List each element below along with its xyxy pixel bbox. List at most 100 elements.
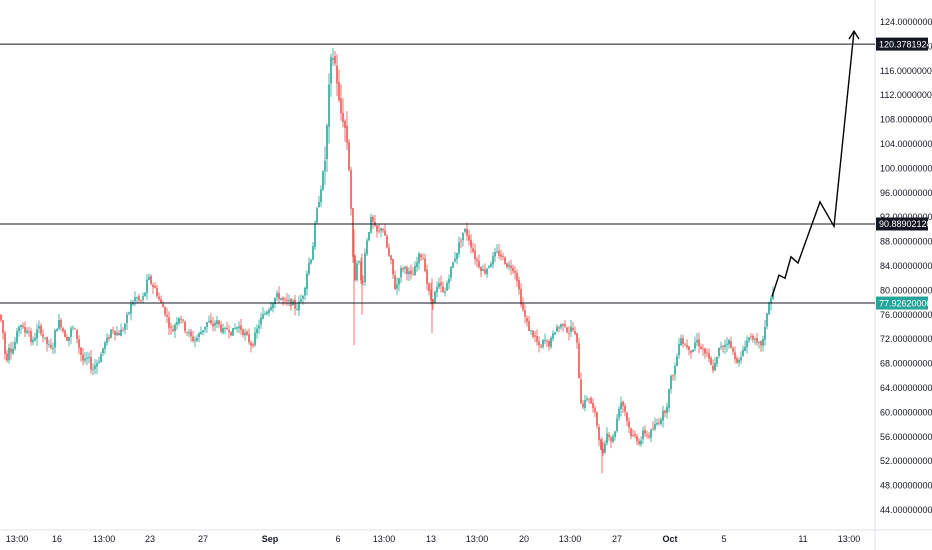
candle-body — [502, 256, 504, 257]
candle-body — [96, 363, 98, 367]
price-tag-label: 120.37819240 — [879, 39, 932, 49]
price-tick-label: 88.00000000 — [880, 237, 932, 247]
candle-body — [218, 320, 220, 325]
candle-body — [222, 328, 224, 333]
candle-body — [688, 346, 690, 351]
candle-body — [650, 429, 652, 438]
candle-body — [508, 264, 510, 267]
candle-body — [376, 225, 378, 232]
candle-body — [678, 344, 680, 356]
candle-body — [324, 160, 326, 172]
candle-body — [418, 253, 420, 264]
candle-body — [710, 358, 712, 365]
candle-body — [48, 344, 50, 345]
candle-body — [480, 267, 482, 272]
candle-body — [274, 297, 276, 304]
candle-body — [680, 338, 682, 346]
candle-body — [298, 301, 300, 311]
candle-body — [574, 331, 576, 335]
candle-body — [566, 327, 568, 333]
candle-body — [592, 402, 594, 408]
candle-body — [656, 422, 658, 425]
time-tick-label: 13:00 — [6, 534, 29, 544]
candle-body — [62, 328, 64, 332]
candle-body — [684, 344, 686, 346]
candle-body — [498, 251, 500, 256]
candle-body — [250, 342, 252, 346]
candle-body — [90, 357, 92, 370]
candle-body — [356, 263, 358, 280]
candle-body — [702, 348, 704, 350]
candle-body — [162, 304, 164, 308]
candle-body — [212, 323, 214, 327]
projection-path[interactable] — [771, 31, 855, 297]
candle-body — [58, 320, 60, 329]
candle-body — [426, 269, 428, 284]
candle-body — [416, 262, 418, 268]
time-axis[interactable]: 13:00 16 13:00 23 27 Sep 6 13:00 13 13:00 20 13:00 2… — [6, 534, 861, 544]
candle-body — [642, 430, 644, 440]
candle-body — [662, 410, 664, 421]
arrow-head-icon — [848, 29, 860, 40]
price-tag-label: 90.88902120 — [879, 219, 932, 229]
candle-body — [646, 434, 648, 436]
candle-body — [658, 422, 660, 424]
candle-body — [112, 329, 114, 331]
candle-body — [348, 142, 350, 171]
horizontal-levels[interactable] — [0, 43, 875, 304]
candle-body — [752, 335, 754, 340]
candle-body — [666, 406, 668, 413]
price-tick-label: 44.00000000 — [880, 505, 932, 515]
candle-body — [444, 291, 446, 293]
candle-body — [170, 326, 172, 329]
candle-body — [116, 332, 118, 336]
candle-body — [396, 284, 398, 289]
candle-body — [224, 328, 226, 330]
candle-body — [18, 326, 20, 331]
candle-body — [670, 375, 672, 390]
candle-body — [438, 283, 440, 288]
candle-body — [594, 408, 596, 413]
candle-body — [706, 352, 708, 354]
candle-body — [122, 329, 124, 331]
time-tick-label: 27 — [612, 534, 622, 544]
candle-body — [516, 272, 518, 282]
projection-drawing[interactable] — [771, 29, 860, 297]
candle-body — [514, 270, 516, 273]
candle-body — [150, 276, 152, 284]
candle-body — [330, 57, 332, 84]
candle-body — [168, 317, 170, 328]
candle-body — [202, 330, 204, 333]
candle-body — [568, 332, 570, 334]
candle-body — [60, 320, 62, 328]
price-axis[interactable]: 124.00000000120.00000000116.00000000112.… — [880, 17, 932, 515]
candle-body — [294, 299, 296, 309]
candle-body — [492, 255, 494, 265]
candle-body — [764, 326, 766, 340]
time-tick-label: 13:00 — [466, 534, 489, 544]
candle-body — [520, 288, 522, 305]
candle-body — [220, 324, 222, 332]
candle-body — [434, 291, 436, 304]
candle-body — [358, 261, 360, 263]
candle-body — [612, 436, 614, 442]
time-tick-label: 23 — [145, 534, 155, 544]
price-tick-label: 68.00000000 — [880, 359, 932, 369]
candle-body — [616, 418, 618, 432]
candle-body — [136, 297, 138, 299]
candle-body — [550, 337, 552, 347]
candle-body — [82, 354, 84, 361]
candle-body — [280, 298, 282, 300]
candle-body — [344, 120, 346, 129]
candle-body — [608, 434, 610, 437]
candle-body — [354, 255, 356, 281]
candle-body — [570, 326, 572, 333]
candle-body — [346, 125, 348, 143]
candle-body — [46, 337, 48, 345]
candle-body — [102, 348, 104, 354]
candle-body — [528, 321, 530, 331]
candle-body — [598, 426, 600, 441]
candle-body — [8, 347, 10, 361]
price-tick-label: 124.00000000 — [880, 17, 932, 27]
